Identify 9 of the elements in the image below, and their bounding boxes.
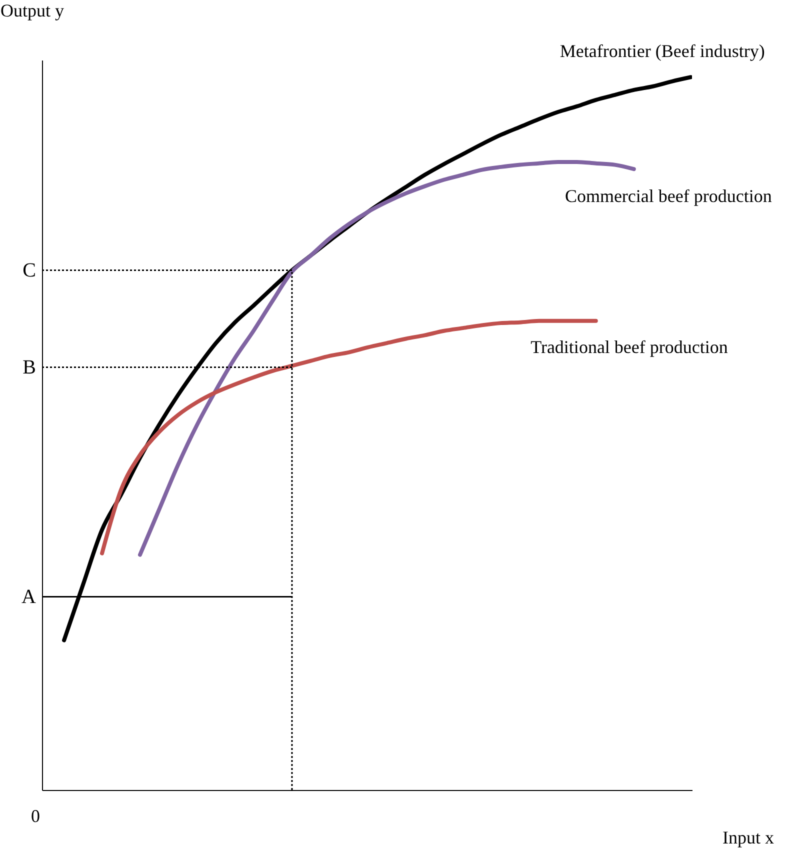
ref-line-label: A <box>22 586 37 608</box>
ref-line-label: B <box>22 356 36 378</box>
x-axis-title: Input x <box>722 828 774 848</box>
ref-line-label: C <box>22 259 36 282</box>
series-label: Commercial beef production <box>564 186 772 206</box>
series-label: Metafrontier (Beef industry) <box>560 41 765 62</box>
series-label: Traditional beef production <box>530 336 728 357</box>
text: 0 <box>31 806 40 826</box>
y-axis-title: Output y <box>0 0 64 20</box>
